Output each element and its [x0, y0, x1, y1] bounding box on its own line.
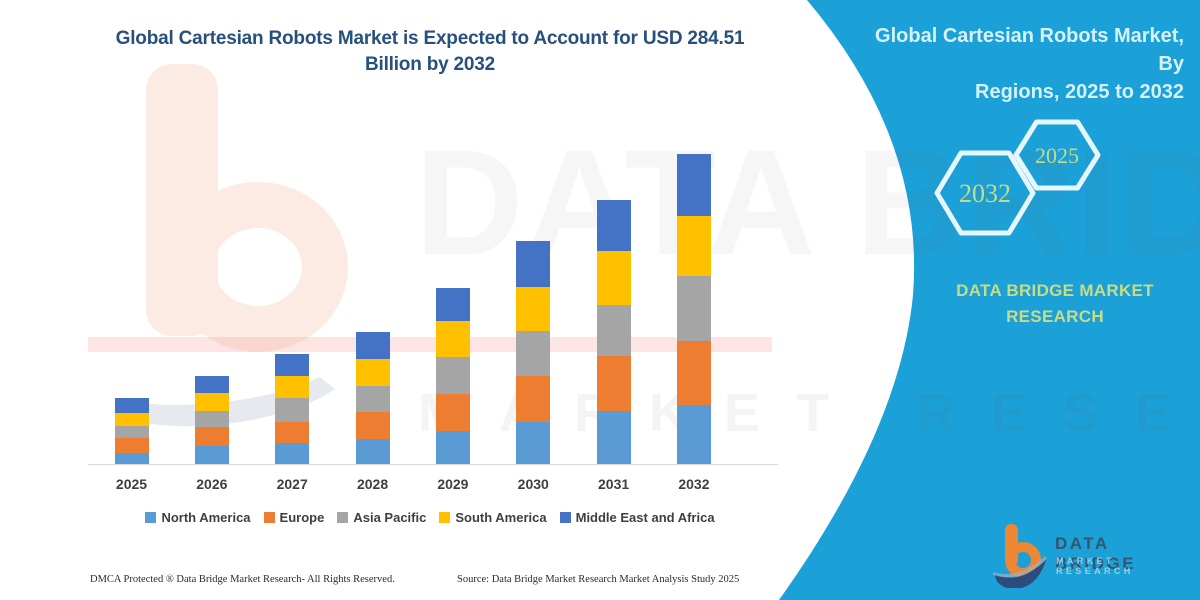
legend-item-north-america: North America [145, 510, 251, 525]
segment-asia-pacific [516, 330, 551, 376]
chart-title: Global Cartesian Robots Market is Expect… [100, 26, 760, 77]
segment-middle-east-and-africa [435, 288, 470, 322]
panel-heading-line1: Global Cartesian Robots Market, By [875, 25, 1184, 75]
bar-2029 [435, 288, 470, 464]
chart-legend: North America Europe Asia Pacific South Ame… [90, 510, 770, 525]
panel-heading-line2: Regions, 2025 to 2032 [975, 81, 1184, 103]
segment-north-america [275, 442, 310, 464]
segment-middle-east-and-africa [275, 353, 310, 376]
x-axis-labels: 2025 2026 2027 2028 2029 2030 2031 2032 [90, 476, 770, 496]
hexagon-2032-label: 2032 [959, 179, 1011, 208]
bar-2025 [114, 398, 149, 464]
bar-2027 [275, 353, 310, 464]
logo-title: DATA BRIDGE [1055, 534, 1137, 573]
segment-south-america [435, 321, 470, 358]
segment-south-america [194, 392, 229, 412]
segment-europe [596, 356, 631, 412]
segment-europe [194, 427, 229, 446]
segment-asia-pacific [596, 304, 631, 357]
legend-item-south-america: South America [439, 510, 547, 525]
segment-north-america [435, 430, 470, 464]
hexagon-badges: 2032 2025 [934, 119, 1101, 236]
legend-item-europe: Europe [263, 510, 325, 525]
segment-europe [676, 341, 711, 405]
segment-middle-east-and-africa [596, 199, 631, 252]
segment-south-america [596, 251, 631, 305]
segment-europe [435, 394, 470, 431]
legend-swatch [145, 512, 157, 523]
segment-middle-east-and-africa [355, 332, 390, 359]
legend-item-asia-pacific: Asia Pacific [337, 510, 426, 525]
logo-subtitle: MARKET RESEARCH [1056, 556, 1134, 576]
x-axis-label: 2030 [517, 476, 549, 492]
segment-europe [516, 375, 551, 422]
bar-chart-plot-area [90, 140, 770, 464]
segment-north-america [516, 421, 551, 464]
legend-swatch [439, 512, 451, 523]
data-bridge-b-icon [993, 524, 1047, 588]
segment-asia-pacific [275, 398, 310, 422]
segment-north-america [596, 411, 631, 464]
segment-north-america [676, 404, 711, 464]
segment-asia-pacific [435, 357, 470, 395]
segment-europe [355, 412, 390, 439]
hexagon-2032 [934, 150, 1036, 236]
segment-north-america [194, 446, 229, 464]
segment-north-america [355, 438, 390, 464]
segment-middle-east-and-africa [194, 376, 229, 393]
x-axis-label: 2028 [356, 476, 389, 492]
legend-swatch [337, 512, 349, 523]
panel-heading: Global Cartesian Robots Market, By Regio… [850, 22, 1184, 106]
x-axis-label: 2029 [437, 476, 469, 492]
x-axis-label: 2026 [196, 476, 228, 492]
footer-source: Source: Data Bridge Market Research Mark… [457, 574, 740, 585]
bar-2032 [676, 154, 711, 464]
bar-2028 [355, 332, 390, 464]
x-axis-label: 2027 [276, 476, 308, 492]
footer-dmca: DMCA Protected ® Data Bridge Market Rese… [90, 574, 395, 585]
hexagon-2025 [1013, 119, 1101, 191]
hexagon-2025-label: 2025 [1035, 143, 1079, 168]
x-axis-line [88, 464, 778, 465]
segment-south-america [114, 412, 149, 427]
segment-south-america [275, 375, 310, 399]
legend-label: South America [455, 510, 547, 525]
segment-south-america [676, 216, 711, 277]
legend-label: Middle East and Africa [575, 510, 715, 525]
chart-title-line2: Billion by 2032 [364, 53, 496, 75]
segment-asia-pacific [114, 426, 149, 439]
legend-label: Europe [279, 510, 325, 525]
segment-asia-pacific [194, 411, 229, 428]
segment-middle-east-and-africa [516, 241, 551, 288]
legend-item-middle-east-and-africa: Middle East and Africa [559, 510, 715, 525]
segment-asia-pacific [355, 386, 390, 413]
panel-brand-line2: RESEARCH [1006, 307, 1104, 327]
legend-label: Asia Pacific [353, 510, 427, 525]
legend-label: North America [161, 510, 251, 525]
panel-brand-line1: DATA BRIDGE MARKET [956, 281, 1154, 300]
bar-2026 [194, 376, 229, 464]
segment-south-america [355, 358, 390, 387]
segment-north-america [114, 452, 149, 464]
bar-2031 [596, 199, 631, 464]
chart-title-line1: Global Cartesian Robots Market is Expect… [115, 28, 745, 49]
segment-europe [114, 438, 149, 453]
panel-brand-text: DATA BRIDGE MARKET RESEARCH [925, 278, 1185, 331]
x-axis-label: 2031 [598, 476, 630, 492]
legend-swatch [263, 512, 275, 523]
brand-logo: DATA BRIDGE MARKET RESEARCH [993, 522, 1193, 592]
bar-2030 [516, 241, 551, 464]
x-axis-label: 2025 [115, 476, 148, 492]
segment-europe [275, 421, 310, 443]
segment-middle-east-and-africa [114, 398, 149, 413]
segment-asia-pacific [676, 276, 711, 342]
segment-south-america [516, 287, 551, 331]
x-axis-label: 2032 [678, 476, 710, 492]
legend-swatch [559, 512, 571, 523]
segment-middle-east-and-africa [676, 154, 711, 217]
